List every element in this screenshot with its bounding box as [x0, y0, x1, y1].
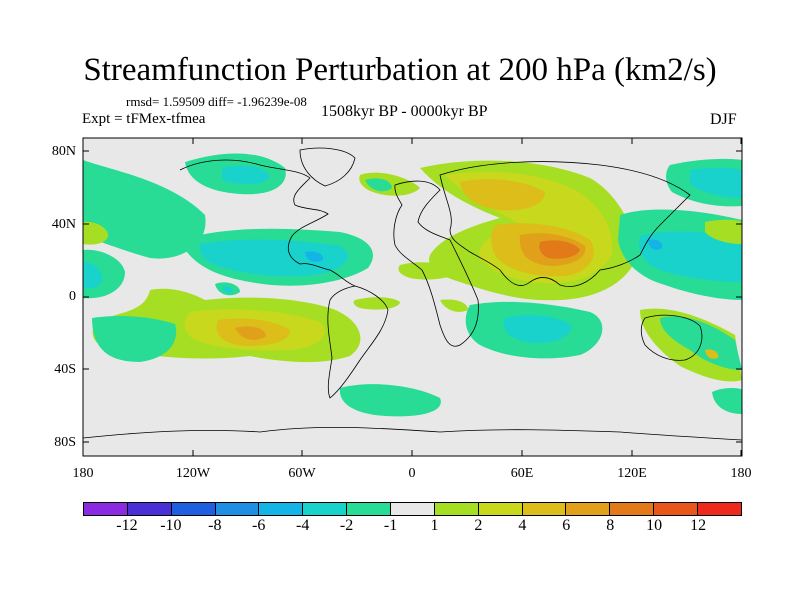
y-label-40s: 40S	[54, 362, 76, 377]
x-label-180e: 180	[730, 466, 752, 481]
colorbar-label: -12	[116, 517, 138, 534]
colorbar-label: 6	[562, 517, 571, 534]
colorbar-label: 1	[430, 517, 439, 534]
coastlines	[83, 147, 742, 441]
colorbar-label: -8	[208, 517, 222, 534]
contour-cyan-ne-pacific	[690, 167, 742, 198]
contour-orange-small-se	[705, 349, 719, 359]
colorbar-label: 4	[518, 517, 527, 534]
x-label-60w: 60W	[288, 466, 316, 481]
colorbar-box	[215, 503, 260, 515]
contour-cyan-trop-atlantic	[199, 239, 349, 277]
colorbar-label: 10	[646, 517, 663, 534]
colorbar-box	[391, 503, 435, 515]
colorbar-label: -6	[252, 517, 266, 534]
colorbar-box	[259, 503, 304, 515]
coastline-europe-africa	[393, 180, 479, 347]
contour-green-indian-small	[440, 299, 468, 312]
y-label-0: 0	[69, 289, 76, 304]
colorbar-box	[610, 503, 655, 515]
colorbar-box	[698, 503, 741, 515]
contour-blue-small	[305, 251, 324, 262]
y-label-40n: 40N	[51, 217, 76, 232]
colorbar-box	[566, 503, 611, 515]
contour-blue-west-pacific	[648, 239, 663, 250]
coastline-south-america	[327, 285, 389, 399]
colorbar-box	[171, 503, 216, 515]
colorbar-box	[347, 503, 392, 515]
contour-green-edge-w	[83, 221, 108, 245]
x-label-120e: 120E	[617, 466, 647, 481]
colorbar-box	[654, 503, 699, 515]
coastline-north-america	[179, 159, 356, 287]
coastline-antarctica	[83, 426, 742, 441]
colorbar-label: -4	[295, 517, 310, 534]
stats-line: rmsd= 1.59509 diff= -1.96239e-08	[126, 94, 307, 109]
coastline-australia	[640, 314, 703, 361]
contour-cyan-pacific-north	[222, 165, 270, 185]
plot-title: Streamfunction Perturbation at 200 hPa (…	[83, 52, 717, 88]
colorbar-box	[434, 503, 479, 515]
experiment-label: Expt = tFMex-tfmea	[82, 111, 206, 127]
contour-cyan-edge-w	[83, 262, 103, 289]
contour-cyan-small-a	[222, 286, 233, 293]
colorbar-box	[478, 503, 523, 515]
season-label: DJF	[710, 111, 737, 128]
x-label-60e: 60E	[510, 466, 534, 481]
contour-redorange-asia	[539, 240, 580, 259]
tick-marks	[82, 138, 742, 456]
contour-teal-cycle-ne	[365, 178, 392, 192]
contour-darkorange-south	[235, 326, 266, 340]
colorbar-label: 2	[474, 517, 483, 534]
colorbar-label: -10	[160, 517, 182, 534]
contour-green-iran-band	[398, 262, 460, 280]
contour-green-small-b	[353, 297, 400, 310]
contour-fills	[83, 153, 742, 417]
contour-teal-south-pacific	[92, 316, 177, 362]
contour-green-ne-pacific	[705, 219, 742, 244]
contour-orange-eurasia-north	[460, 179, 545, 211]
contour-cyan-west-pacific	[639, 231, 742, 282]
contour-teal-south-atlantic	[339, 384, 441, 417]
colorbar-box	[127, 503, 172, 515]
colorbar-label: 12	[690, 517, 707, 534]
contour-cyan-south-indian	[503, 315, 572, 344]
coastline-asia	[439, 161, 691, 287]
period-label: 1508kyr BP - 0000kyr BP	[321, 103, 488, 120]
x-label-120w: 120W	[175, 466, 211, 481]
colorbar-label: -1	[383, 517, 398, 534]
x-label-180w: 180	[72, 466, 94, 481]
y-label-80n: 80N	[51, 144, 76, 159]
colorbar-label: -2	[339, 517, 354, 534]
contour-teal-pacific-west	[83, 160, 206, 259]
colorbar	[83, 502, 742, 516]
y-label-80s: 80S	[54, 435, 76, 450]
colorbar-box	[303, 503, 348, 515]
contour-teal-se-edge	[712, 388, 742, 414]
colorbar-label: 8	[606, 517, 615, 534]
coastline-greenland	[299, 147, 356, 187]
x-label-0: 0	[408, 466, 416, 481]
colorbar-box	[84, 503, 128, 515]
colorbar-box	[522, 503, 567, 515]
